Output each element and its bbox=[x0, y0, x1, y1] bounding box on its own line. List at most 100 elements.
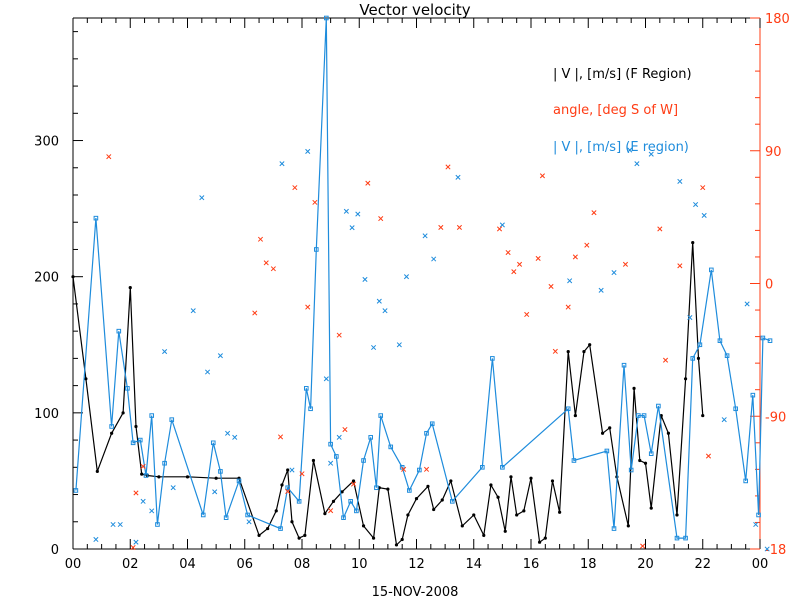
f-region-point bbox=[649, 506, 653, 510]
series-angle-deg-s-of-w- bbox=[106, 154, 712, 551]
e-region-x-point bbox=[225, 430, 231, 436]
angle-point bbox=[524, 311, 530, 318]
f-region-point bbox=[566, 349, 570, 354]
e-region-x-point bbox=[323, 376, 329, 382]
y-right-tick-label: -18 bbox=[765, 543, 786, 558]
angle-point bbox=[657, 226, 663, 232]
f-region-point bbox=[340, 490, 344, 494]
f-region-point bbox=[386, 487, 390, 491]
e-region-x-point bbox=[693, 201, 699, 208]
e-region-point bbox=[149, 413, 155, 418]
e-region-x-point bbox=[611, 270, 617, 276]
e-region-point bbox=[348, 499, 353, 504]
legend-angle: angle, [deg S of W] bbox=[553, 103, 678, 118]
f-region-point bbox=[297, 536, 301, 540]
e-region-point bbox=[324, 15, 329, 21]
angle-point bbox=[350, 481, 357, 487]
e-region-point bbox=[374, 485, 379, 491]
f-region-point bbox=[600, 431, 605, 435]
f-region-point bbox=[573, 413, 577, 418]
f-region-point bbox=[432, 507, 436, 512]
e-region-x-point bbox=[217, 353, 223, 359]
f-region-point bbox=[515, 513, 519, 517]
f-region-point bbox=[675, 513, 679, 517]
f-region-point bbox=[582, 349, 586, 354]
f-region-point bbox=[588, 343, 592, 347]
y-left-tick-label: 200 bbox=[34, 271, 59, 286]
e-region-point bbox=[245, 512, 250, 518]
f-region-point bbox=[701, 413, 705, 418]
e-region-point bbox=[449, 499, 455, 504]
e-region-point bbox=[285, 485, 290, 491]
e-region-point bbox=[571, 458, 577, 463]
f-region-point bbox=[286, 468, 290, 472]
e-region-point bbox=[480, 465, 485, 470]
x-tick-label: 16 bbox=[523, 557, 540, 572]
f-region-point bbox=[449, 479, 453, 483]
angle-point bbox=[401, 466, 407, 472]
f-region-point bbox=[489, 483, 493, 487]
y-right-tick-label: 0 bbox=[765, 278, 773, 293]
e-region-x-point bbox=[362, 276, 368, 282]
e-region-point bbox=[424, 430, 429, 436]
angle-point bbox=[539, 173, 546, 179]
e-region-point bbox=[303, 386, 309, 391]
series--v-m-s-f-region- bbox=[71, 241, 705, 547]
f-region-point bbox=[121, 411, 125, 415]
e-region-point bbox=[611, 526, 617, 531]
e-region-x-point bbox=[232, 434, 238, 440]
legend-e-region: | V |, [m/s] (E region) bbox=[553, 140, 689, 155]
e-region-x-point bbox=[110, 521, 116, 528]
f-region-point bbox=[134, 424, 138, 429]
e-region-point bbox=[137, 437, 143, 443]
f-region-point bbox=[371, 536, 376, 540]
f-region-point bbox=[460, 524, 464, 528]
angle-point bbox=[565, 304, 571, 310]
angle-point bbox=[423, 466, 430, 472]
e-region-x-point bbox=[343, 208, 349, 214]
f-region-point bbox=[638, 458, 642, 463]
f-region-point bbox=[537, 540, 542, 544]
ticks: 00 02 04 06 08 10 12 14 16 18 20 22 000100200300-18-… bbox=[34, 12, 790, 572]
angle-point bbox=[548, 283, 554, 290]
angle-point bbox=[305, 304, 311, 310]
f-region-point bbox=[311, 458, 316, 463]
f-region-point bbox=[691, 241, 695, 245]
f-region-point bbox=[303, 533, 307, 537]
angle-point bbox=[292, 185, 298, 191]
e-region-x-point bbox=[744, 301, 750, 307]
e-region-x-point bbox=[279, 161, 285, 167]
f-region-point bbox=[323, 511, 327, 516]
f-region-point bbox=[71, 275, 75, 279]
e-region-x-point bbox=[376, 298, 382, 304]
angle-point bbox=[257, 236, 264, 242]
f-region-point bbox=[84, 377, 88, 381]
e-region-point bbox=[656, 403, 661, 409]
axes bbox=[72, 17, 761, 550]
e-region-x-point bbox=[753, 521, 759, 528]
e-region-point bbox=[407, 488, 412, 493]
e-region-point bbox=[169, 417, 175, 422]
e-region-point bbox=[750, 392, 756, 398]
e-region-x-point bbox=[199, 195, 205, 201]
e-region-point bbox=[200, 512, 206, 518]
e-region-point bbox=[399, 465, 405, 470]
e-region-point bbox=[565, 406, 571, 412]
f-region-point bbox=[414, 497, 419, 501]
x-tick-label: 14 bbox=[465, 557, 482, 572]
angle-point bbox=[662, 357, 669, 363]
e-region-x-point bbox=[349, 225, 355, 231]
f-region-point bbox=[351, 479, 356, 483]
legend-f-region: | V |, [m/s] (F Region) bbox=[553, 67, 692, 82]
e-region-point bbox=[223, 515, 229, 520]
f-region-point bbox=[509, 475, 513, 479]
f-region-point bbox=[496, 495, 500, 499]
e-region-point bbox=[388, 444, 394, 450]
y-right-tick-label: -90 bbox=[765, 410, 786, 425]
e-region-point bbox=[648, 451, 654, 456]
angle-point bbox=[640, 543, 646, 549]
angle-point bbox=[285, 488, 291, 495]
e-region-point bbox=[760, 335, 766, 341]
